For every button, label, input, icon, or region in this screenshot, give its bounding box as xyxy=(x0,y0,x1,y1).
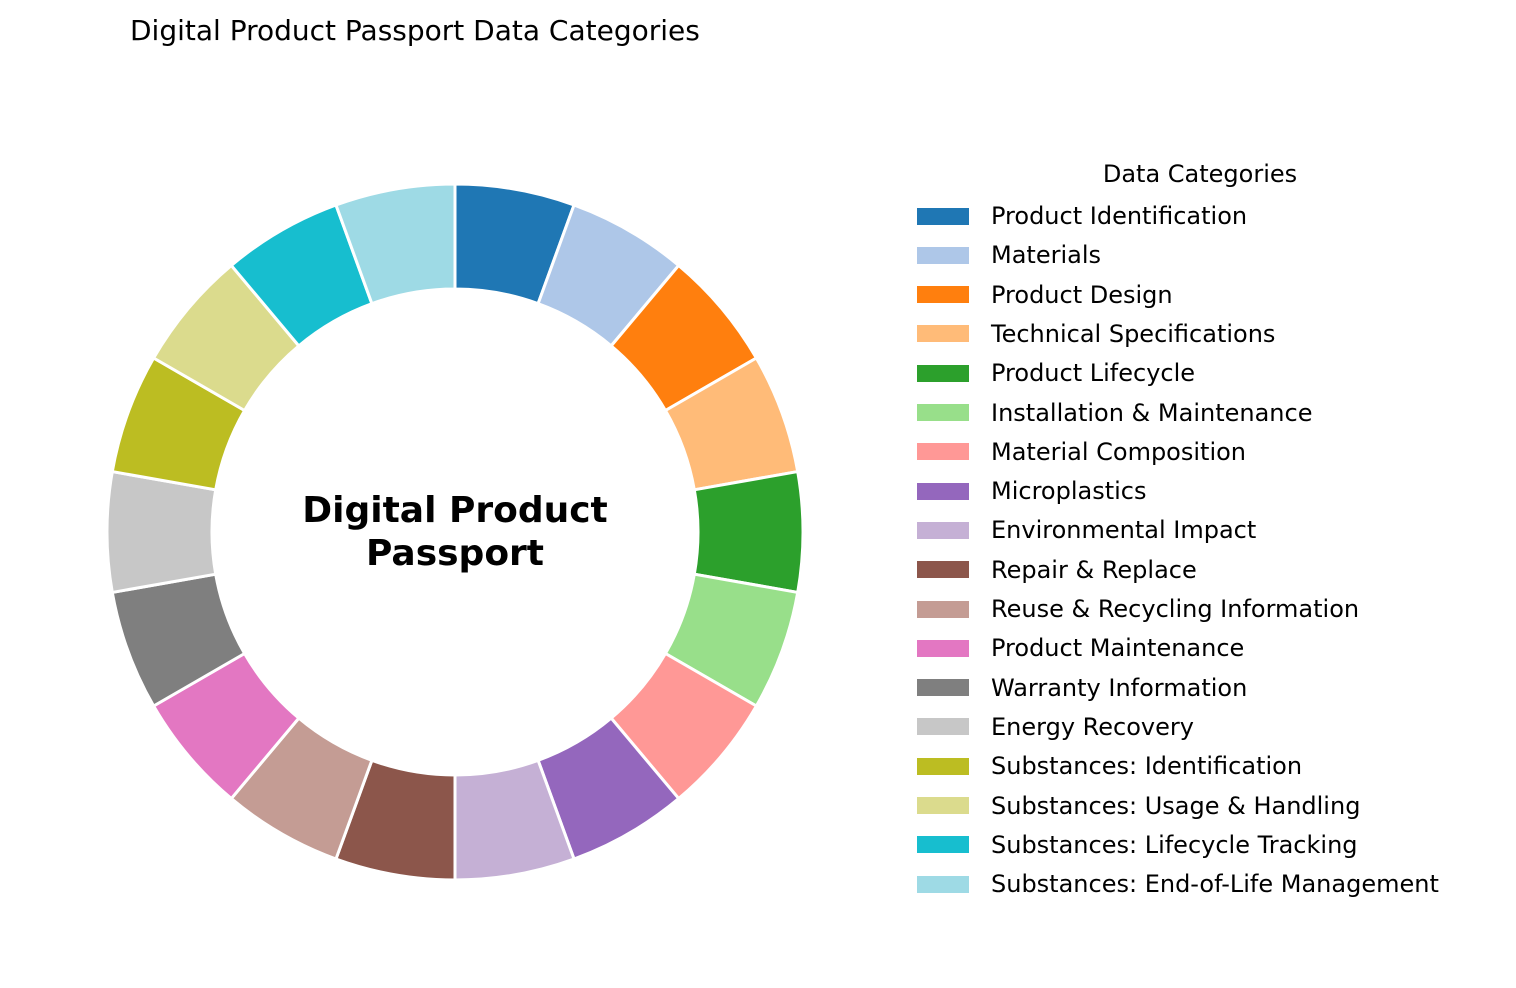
legend-swatch xyxy=(917,718,969,736)
legend-item: Material Composition xyxy=(915,437,1246,467)
legend-item: Environmental Impact xyxy=(915,515,1256,545)
legend-label: Product Design xyxy=(991,280,1173,309)
legend-item: Product Design xyxy=(915,280,1173,310)
legend-item: Warranty Information xyxy=(915,673,1247,703)
legend-label: Reuse & Recycling Information xyxy=(991,595,1360,623)
donut-slices xyxy=(105,182,805,882)
legend-label: Technical Specifications xyxy=(991,319,1276,348)
legend-swatch xyxy=(917,797,969,814)
legend-swatch xyxy=(917,443,969,461)
legend-label: Installation & Maintenance xyxy=(991,398,1313,427)
legend-item: Materials xyxy=(915,240,1101,270)
legend-swatch xyxy=(917,875,969,893)
legend-item: Technical Specifications xyxy=(915,319,1275,349)
legend-title: Data Categories xyxy=(1102,160,1298,188)
legend-label: Repair & Replace xyxy=(991,555,1197,584)
legend-item: Substances: End-of-Life Management xyxy=(915,869,1439,899)
legend-swatch xyxy=(917,757,969,775)
legend-item: Reuse & Recycling Information xyxy=(915,594,1359,624)
center-label-line-2: Passport xyxy=(366,533,544,574)
slice-substances-end-of-life-management xyxy=(334,182,457,306)
legend-swatch xyxy=(917,600,969,618)
legend-swatch xyxy=(917,246,969,264)
legend-label: Materials xyxy=(991,241,1102,270)
legend-label: Product Maintenance xyxy=(991,634,1245,663)
legend-label: Energy Recovery xyxy=(991,712,1194,741)
center-label-line-1: Digital Product xyxy=(302,490,608,531)
donut-chart: Digital Product Passport xyxy=(105,182,805,882)
legend-label: Microplastics xyxy=(991,477,1147,506)
legend-label: Substances: Usage & Handling xyxy=(991,791,1361,820)
legend-swatch xyxy=(917,207,969,225)
legend-label: Warranty Information xyxy=(991,673,1248,702)
legend-swatch xyxy=(917,836,969,854)
legend-swatch xyxy=(917,482,969,500)
legend-item: Product Maintenance xyxy=(915,633,1244,663)
legend-swatch xyxy=(917,679,969,697)
chart-title: Digital Product Passport Data Categories xyxy=(130,14,700,47)
legend-swatch xyxy=(917,561,969,579)
legend-label: Material Composition xyxy=(991,437,1247,466)
legend-item: Energy Recovery xyxy=(915,712,1194,742)
legend-label: Substances: Identification xyxy=(991,752,1303,781)
legend-item: Repair & Replace xyxy=(915,555,1197,585)
legend-item: Installation & Maintenance xyxy=(915,398,1312,428)
legend-swatch xyxy=(917,404,969,421)
slice-product-lifecycle xyxy=(692,469,805,595)
legend-swatch xyxy=(917,364,969,382)
slice-energy-recovery xyxy=(105,469,218,595)
legend-swatch xyxy=(917,639,969,657)
legend-swatch xyxy=(917,286,969,304)
legend-label: Substances: Lifecycle Tracking xyxy=(991,830,1358,859)
legend-label: Product Lifecycle xyxy=(991,359,1196,388)
legend-item: Product Identification xyxy=(915,201,1247,231)
legend-item: Product Lifecycle xyxy=(915,358,1195,388)
legend-item: Microplastics xyxy=(915,476,1146,506)
legend-label: Product Identification xyxy=(991,202,1248,230)
legend-item: Substances: Identification xyxy=(915,751,1302,781)
legend-label: Environmental Impact xyxy=(991,516,1257,545)
legend-item: Substances: Usage & Handling xyxy=(915,791,1360,821)
legend-swatch xyxy=(917,521,969,539)
legend-swatch xyxy=(917,325,969,343)
legend-item: Substances: Lifecycle Tracking xyxy=(915,830,1358,860)
legend-label: Substances: End-of-Life Management xyxy=(991,870,1439,899)
